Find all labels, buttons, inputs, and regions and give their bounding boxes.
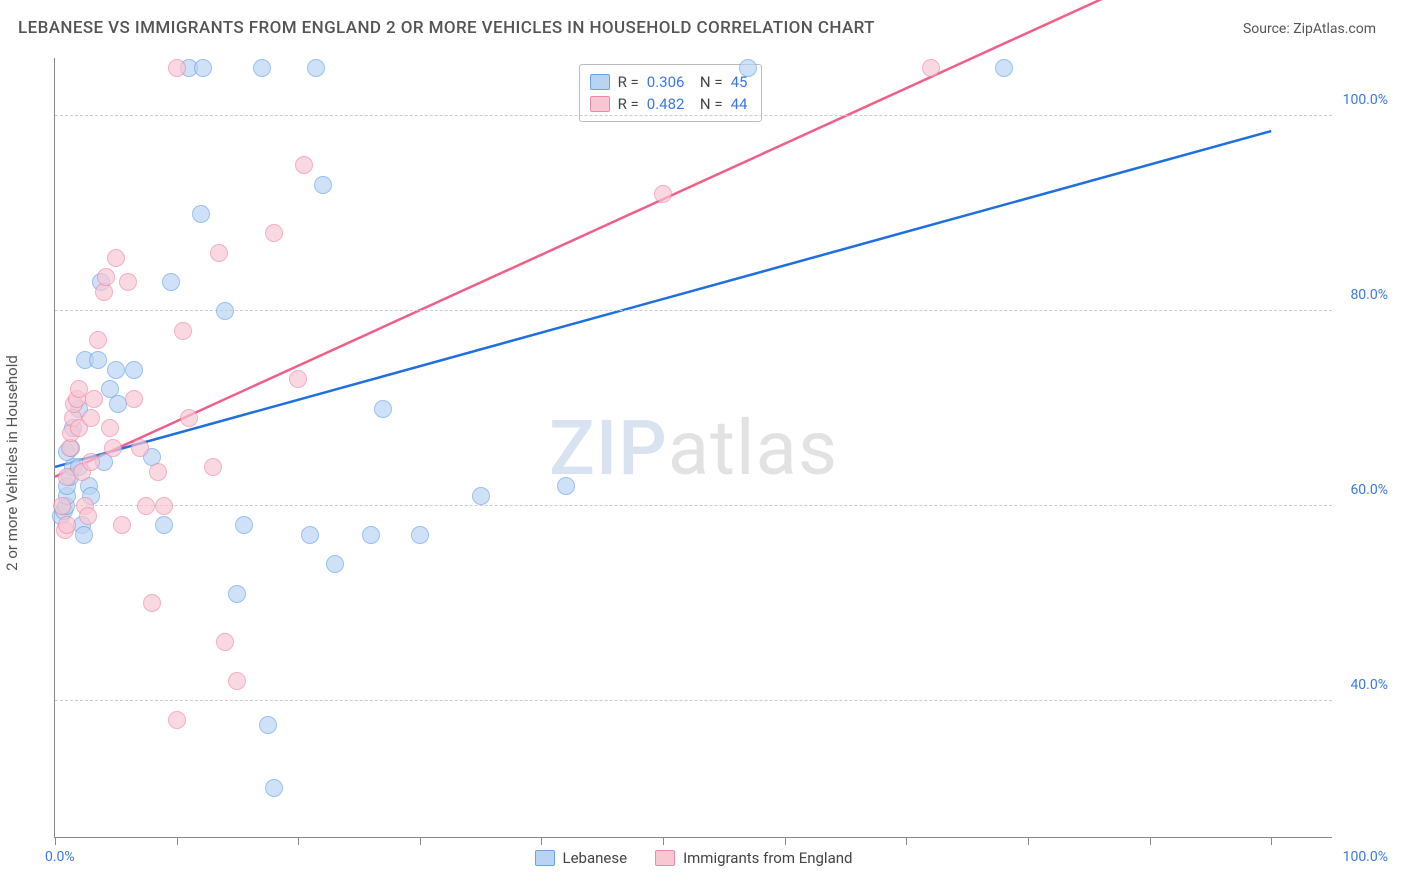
y-tick-label: 40.0% [1350, 677, 1388, 693]
scatter-point [472, 487, 490, 505]
legend-item-lebanese: Lebanese [535, 849, 628, 867]
scatter-point [85, 390, 103, 408]
correlation-legend: R = 0.306 N = 45 R = 0.482 N = 44 [579, 64, 763, 122]
source-attribution: Source: ZipAtlas.com [1243, 21, 1376, 37]
scatter-point [326, 555, 344, 573]
x-tick [1271, 837, 1272, 845]
gridline [55, 505, 1332, 506]
trend-line [55, 131, 1271, 467]
scatter-point [307, 59, 325, 77]
swatch-icon [535, 850, 555, 866]
scatter-point [104, 439, 122, 457]
plot-area: ZIPatlas R = 0.306 N = 45 R = 0.482 N = … [54, 58, 1332, 838]
scatter-point [216, 302, 234, 320]
scatter-point [107, 361, 125, 379]
scatter-point [739, 59, 757, 77]
scatter-point [75, 526, 93, 544]
scatter-point [295, 156, 313, 174]
scatter-point [654, 185, 672, 203]
scatter-point [228, 672, 246, 690]
scatter-point [143, 594, 161, 612]
x-tick [541, 837, 542, 845]
scatter-point [58, 516, 76, 534]
x-tick [1150, 837, 1151, 845]
y-axis-label: 2 or more Vehicles in Household [3, 355, 21, 571]
legend-label: Lebanese [563, 849, 628, 867]
y-tick-label: 80.0% [1350, 287, 1388, 303]
scatter-point [79, 507, 97, 525]
scatter-point [210, 244, 228, 262]
scatter-point [265, 779, 283, 797]
x-tick [785, 837, 786, 845]
scatter-point [557, 477, 575, 495]
scatter-point [137, 497, 155, 515]
scatter-point [168, 59, 186, 77]
scatter-point [235, 516, 253, 534]
legend-row-lebanese: R = 0.306 N = 45 [590, 71, 748, 93]
scatter-point [101, 419, 119, 437]
gridline [55, 700, 1332, 701]
scatter-point [411, 526, 429, 544]
legend-label: Immigrants from England [683, 849, 852, 867]
scatter-point [194, 59, 212, 77]
scatter-point [53, 497, 71, 515]
scatter-point [995, 59, 1013, 77]
x-axis-end-label: 100.0% [1343, 849, 1388, 865]
scatter-point [155, 516, 173, 534]
x-tick [177, 837, 178, 845]
scatter-point [89, 351, 107, 369]
scatter-point [259, 716, 277, 734]
scatter-point [314, 176, 332, 194]
chart-title: LEBANESE VS IMMIGRANTS FROM ENGLAND 2 OR… [18, 18, 875, 38]
scatter-point [113, 516, 131, 534]
series-legend: Lebanese Immigrants from England [55, 849, 1332, 867]
x-tick [55, 837, 56, 845]
scatter-point [362, 526, 380, 544]
scatter-point [180, 409, 198, 427]
scatter-point [107, 249, 125, 267]
scatter-point [131, 439, 149, 457]
swatch-england [590, 96, 610, 112]
scatter-point [162, 273, 180, 291]
n-value-england: 44 [731, 93, 748, 115]
scatter-point [922, 59, 940, 77]
scatter-point [155, 497, 173, 515]
swatch-icon [655, 850, 675, 866]
scatter-point [228, 585, 246, 603]
scatter-point [82, 409, 100, 427]
gridline [55, 115, 1332, 116]
x-tick [1028, 837, 1029, 845]
x-tick [663, 837, 664, 845]
r-value-lebanese: 0.306 [647, 71, 685, 93]
x-tick [906, 837, 907, 845]
scatter-point [82, 453, 100, 471]
legend-item-england: Immigrants from England [655, 849, 852, 867]
gridline [55, 310, 1332, 311]
y-tick-label: 100.0% [1343, 92, 1388, 108]
scatter-point [125, 361, 143, 379]
scatter-point [192, 205, 210, 223]
scatter-point [301, 526, 319, 544]
scatter-point [204, 458, 222, 476]
scatter-point [174, 322, 192, 340]
trend-lines [55, 58, 1332, 837]
scatter-point [97, 268, 115, 286]
swatch-lebanese [590, 74, 610, 90]
legend-row-england: R = 0.482 N = 44 [590, 93, 748, 115]
scatter-point [119, 273, 137, 291]
scatter-point [289, 370, 307, 388]
scatter-point [149, 463, 167, 481]
scatter-point [374, 400, 392, 418]
chart-container: 2 or more Vehicles in Household ZIPatlas… [18, 48, 1392, 878]
scatter-point [253, 59, 271, 77]
scatter-point [89, 331, 107, 349]
y-tick-label: 60.0% [1350, 482, 1388, 498]
scatter-point [125, 390, 143, 408]
scatter-point [168, 711, 186, 729]
r-value-england: 0.482 [647, 93, 685, 115]
x-tick [420, 837, 421, 845]
scatter-point [216, 633, 234, 651]
scatter-point [265, 224, 283, 242]
x-tick [298, 837, 299, 845]
